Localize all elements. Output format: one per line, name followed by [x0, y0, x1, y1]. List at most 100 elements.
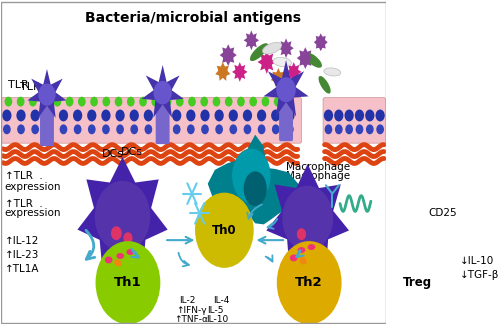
Circle shape — [139, 97, 147, 107]
Text: ↑TLR  .: ↑TLR . — [4, 171, 43, 181]
Circle shape — [102, 124, 110, 134]
Ellipse shape — [126, 249, 134, 255]
Polygon shape — [258, 50, 276, 74]
Circle shape — [154, 81, 172, 105]
Text: expression: expression — [4, 182, 61, 192]
Circle shape — [212, 97, 220, 107]
Circle shape — [376, 124, 384, 134]
Text: Macrophage: Macrophage — [286, 171, 350, 181]
Polygon shape — [220, 44, 236, 66]
Circle shape — [272, 124, 280, 134]
Circle shape — [276, 77, 296, 102]
Circle shape — [116, 124, 124, 134]
Circle shape — [286, 124, 294, 134]
Polygon shape — [486, 205, 500, 241]
FancyBboxPatch shape — [279, 93, 293, 141]
Text: Treg: Treg — [402, 276, 432, 289]
Text: ↑IFN-γ: ↑IFN-γ — [176, 306, 206, 316]
Circle shape — [355, 110, 364, 121]
Circle shape — [460, 174, 498, 223]
Polygon shape — [314, 33, 328, 51]
Text: Th0: Th0 — [212, 224, 236, 237]
FancyBboxPatch shape — [2, 98, 302, 143]
Circle shape — [29, 97, 36, 107]
Text: TLR: TLR — [8, 80, 29, 90]
Circle shape — [286, 97, 294, 107]
Circle shape — [271, 110, 280, 121]
Circle shape — [262, 97, 270, 107]
Text: ↑IL-12: ↑IL-12 — [4, 236, 39, 246]
Circle shape — [257, 110, 266, 121]
Circle shape — [218, 66, 228, 78]
Ellipse shape — [273, 58, 291, 67]
Circle shape — [144, 110, 153, 121]
Circle shape — [88, 124, 96, 134]
Circle shape — [274, 72, 283, 84]
Circle shape — [324, 124, 332, 134]
Circle shape — [356, 124, 364, 134]
Circle shape — [87, 110, 97, 121]
Circle shape — [335, 124, 342, 134]
Text: IL-5: IL-5 — [208, 306, 224, 316]
Circle shape — [282, 42, 290, 54]
Polygon shape — [208, 135, 298, 224]
Circle shape — [223, 48, 234, 62]
Circle shape — [228, 110, 238, 121]
Circle shape — [201, 124, 209, 134]
Circle shape — [277, 241, 342, 324]
Circle shape — [74, 124, 82, 134]
Circle shape — [237, 97, 245, 107]
Ellipse shape — [262, 43, 282, 54]
Ellipse shape — [290, 254, 298, 261]
Circle shape — [376, 110, 385, 121]
Circle shape — [38, 84, 56, 106]
Circle shape — [243, 110, 252, 121]
Text: Th1: Th1 — [114, 276, 142, 289]
Circle shape — [32, 124, 39, 134]
Ellipse shape — [250, 43, 268, 61]
Circle shape — [130, 110, 139, 121]
Circle shape — [158, 110, 167, 121]
Circle shape — [187, 124, 194, 134]
Circle shape — [365, 110, 374, 121]
Circle shape — [54, 97, 61, 107]
Ellipse shape — [299, 257, 307, 265]
Ellipse shape — [318, 76, 330, 94]
Circle shape — [297, 228, 306, 240]
Circle shape — [172, 110, 182, 121]
Polygon shape — [142, 65, 184, 118]
Text: ↓TGF-β: ↓TGF-β — [460, 270, 499, 280]
Circle shape — [300, 51, 310, 65]
Circle shape — [17, 124, 25, 134]
Text: ↓IL-10: ↓IL-10 — [460, 256, 494, 266]
Polygon shape — [278, 38, 294, 58]
Circle shape — [282, 186, 333, 251]
Text: ↑TL1A: ↑TL1A — [4, 264, 39, 274]
Ellipse shape — [244, 171, 267, 206]
Circle shape — [230, 124, 237, 134]
Polygon shape — [286, 62, 302, 82]
Polygon shape — [28, 69, 66, 118]
Circle shape — [344, 110, 354, 121]
Text: IL-2: IL-2 — [180, 296, 196, 304]
Circle shape — [334, 110, 344, 121]
Text: Bacteria/microbial antigens: Bacteria/microbial antigens — [86, 10, 302, 25]
Circle shape — [235, 66, 244, 78]
Circle shape — [116, 110, 124, 121]
Polygon shape — [216, 62, 230, 81]
Ellipse shape — [304, 52, 322, 68]
Circle shape — [188, 97, 196, 107]
Circle shape — [124, 232, 132, 244]
Circle shape — [3, 124, 10, 134]
Circle shape — [73, 110, 83, 121]
Circle shape — [17, 97, 24, 107]
Circle shape — [95, 181, 150, 252]
Circle shape — [164, 97, 172, 107]
Circle shape — [152, 97, 159, 107]
Polygon shape — [244, 30, 259, 50]
Circle shape — [2, 110, 12, 121]
Circle shape — [390, 247, 445, 318]
Ellipse shape — [324, 68, 341, 76]
Text: ↑IL-23: ↑IL-23 — [4, 250, 39, 260]
Polygon shape — [264, 60, 308, 116]
